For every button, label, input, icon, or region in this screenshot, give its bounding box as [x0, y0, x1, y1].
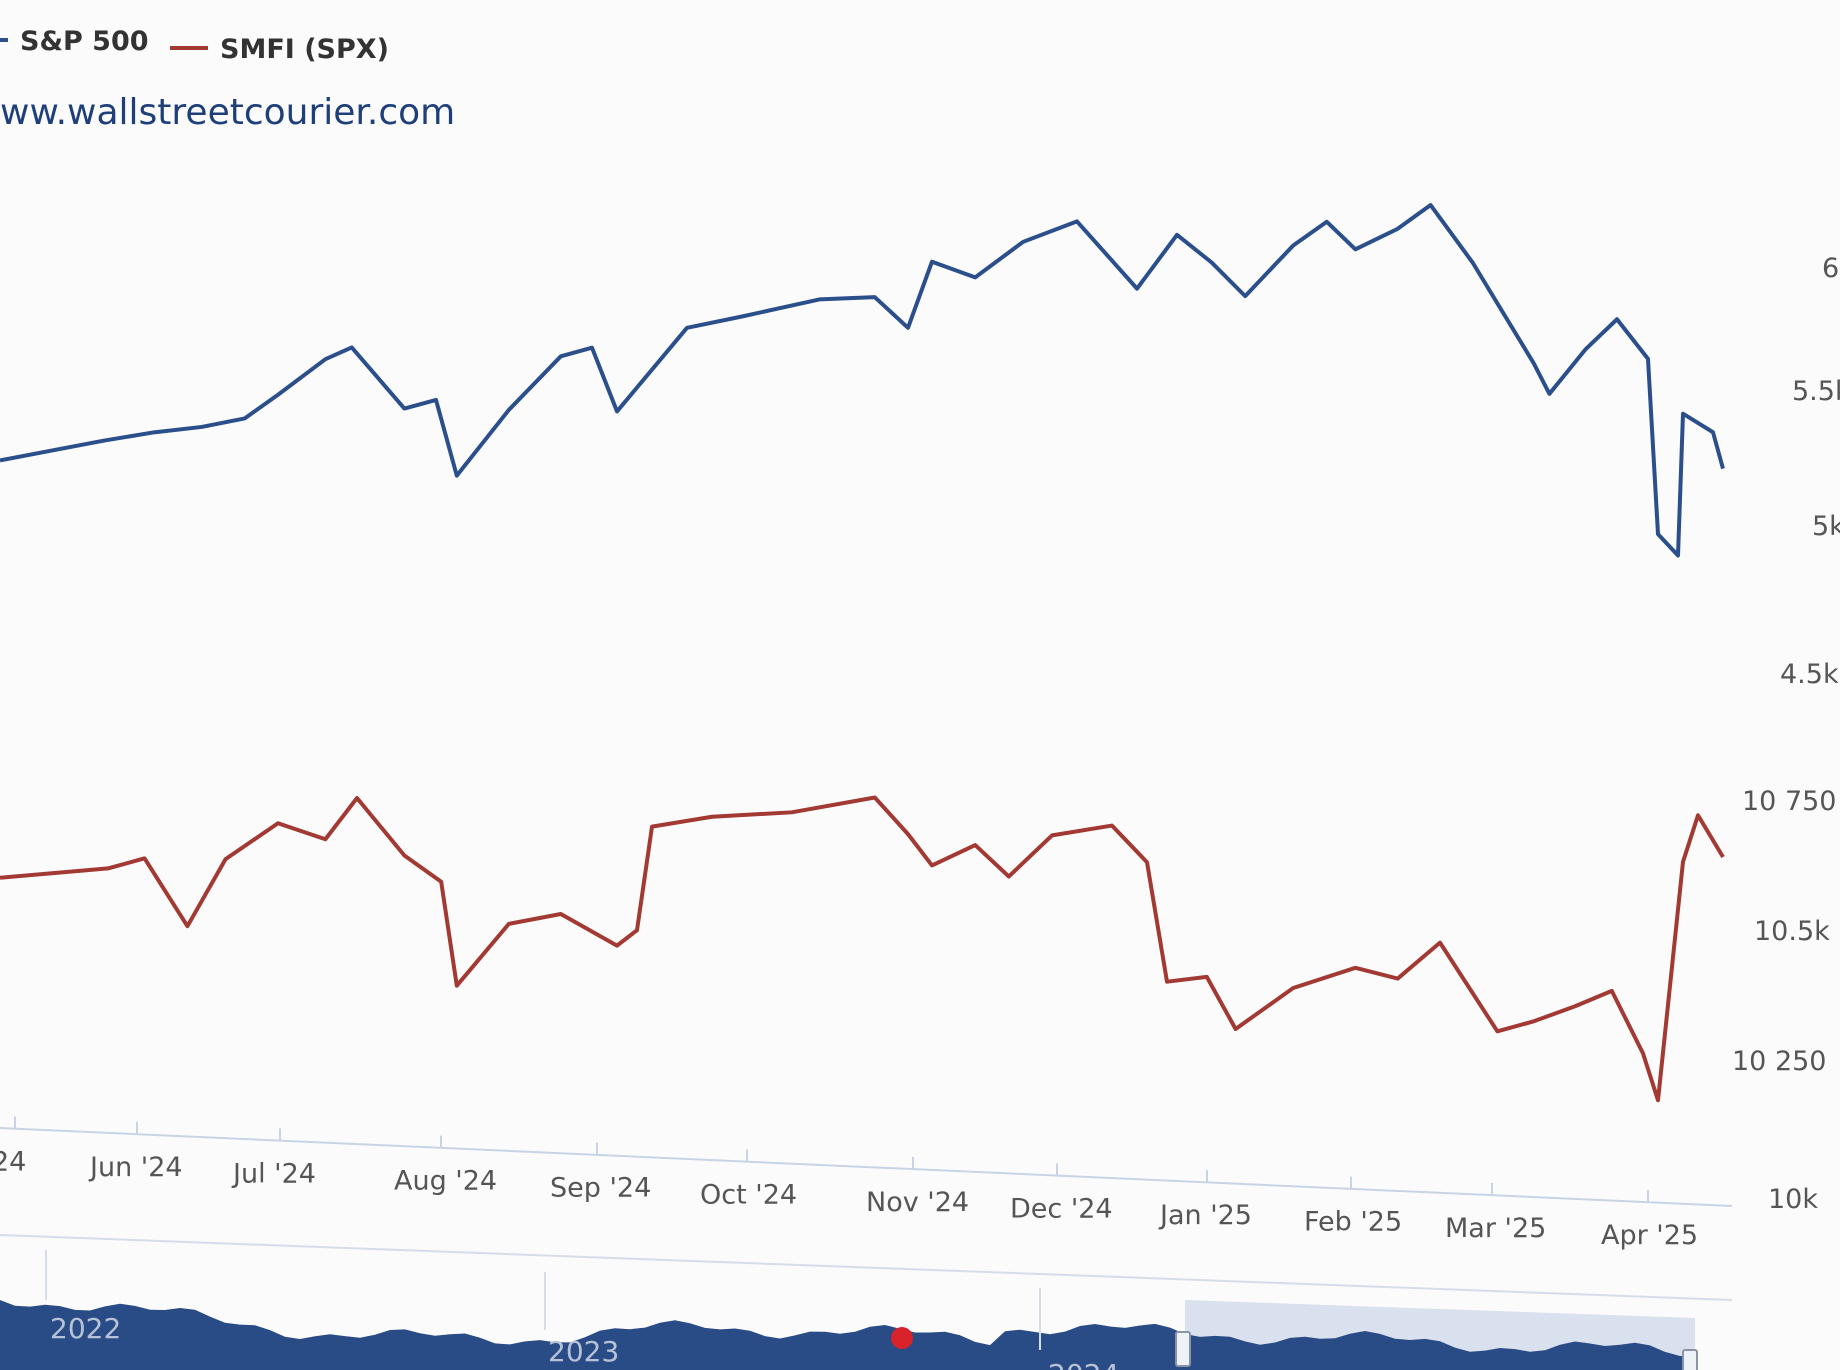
- y-lower-tick-label: 10.5k: [1754, 916, 1830, 947]
- watermark-logo: [891, 1327, 913, 1349]
- y-axis-upper: 6 5.5k 5k 4.5k: [1780, 253, 1840, 690]
- x-axis: 24 Jun '24 Jul '24 Aug '24 Sep '24 Oct '24 Nov…: [0, 1116, 1698, 1251]
- navigator-area: [0, 1300, 1695, 1370]
- navigator[interactable]: 2022 2023 2024: [0, 1234, 1733, 1370]
- y-upper-tick-label: 5.5k: [1792, 376, 1840, 407]
- x-tick-label: Apr '25: [1601, 1220, 1698, 1251]
- series-line-sp500[interactable]: [0, 203, 1725, 558]
- x-tick-label: Jan '25: [1158, 1200, 1252, 1231]
- navigator-labels: 2022 2023 2024: [45, 1250, 1119, 1370]
- x-tick-label: Jun '24: [88, 1152, 183, 1183]
- x-tick-label: Oct '24: [700, 1179, 797, 1210]
- x-tick-label: Jul '24: [231, 1158, 316, 1189]
- navigator-handle-right[interactable]: [1682, 1349, 1698, 1370]
- x-tick-label: Feb '25: [1304, 1207, 1402, 1238]
- x-tick-label: Mar '25: [1445, 1213, 1546, 1244]
- legend: S&P 500 SMFI (SPX): [0, 26, 389, 65]
- legend-label-sp500[interactable]: S&P 500: [20, 26, 149, 57]
- watermark-mark-icon: [891, 1327, 913, 1349]
- navigator-year-label: 2024: [1048, 1358, 1119, 1370]
- navigator-year-label: 2023: [548, 1335, 619, 1368]
- y-upper-tick-label: 4.5k: [1780, 659, 1839, 690]
- navigator-year-label: 2022: [50, 1312, 121, 1345]
- legend-label-smfi[interactable]: SMFI (SPX): [220, 34, 389, 65]
- y-upper-tick-label: 6: [1822, 253, 1839, 284]
- x-tick-label: Dec '24: [1010, 1193, 1113, 1224]
- x-axis-line: [0, 1127, 1733, 1207]
- y-axis-lower: 10 750 10.5k 10 250 10k: [1732, 786, 1836, 1215]
- x-tick-label: 24: [0, 1146, 26, 1177]
- series-line-smfi[interactable]: [0, 795, 1725, 1103]
- x-tick-label: Aug '24: [394, 1166, 497, 1197]
- x-tick-label: Nov '24: [866, 1187, 969, 1218]
- y-lower-tick-label: 10 250: [1732, 1046, 1826, 1077]
- website-label: ww.wallstreetcourier.com: [0, 92, 455, 133]
- y-lower-tick-label: 10k: [1768, 1184, 1818, 1215]
- y-upper-tick-label: 5k: [1812, 511, 1840, 542]
- x-tick-label: Sep '24: [550, 1173, 651, 1204]
- navigator-top-line: [0, 1234, 1733, 1301]
- y-lower-tick-label: 10 750: [1742, 786, 1836, 817]
- navigator-handle-left[interactable]: [1175, 1331, 1191, 1367]
